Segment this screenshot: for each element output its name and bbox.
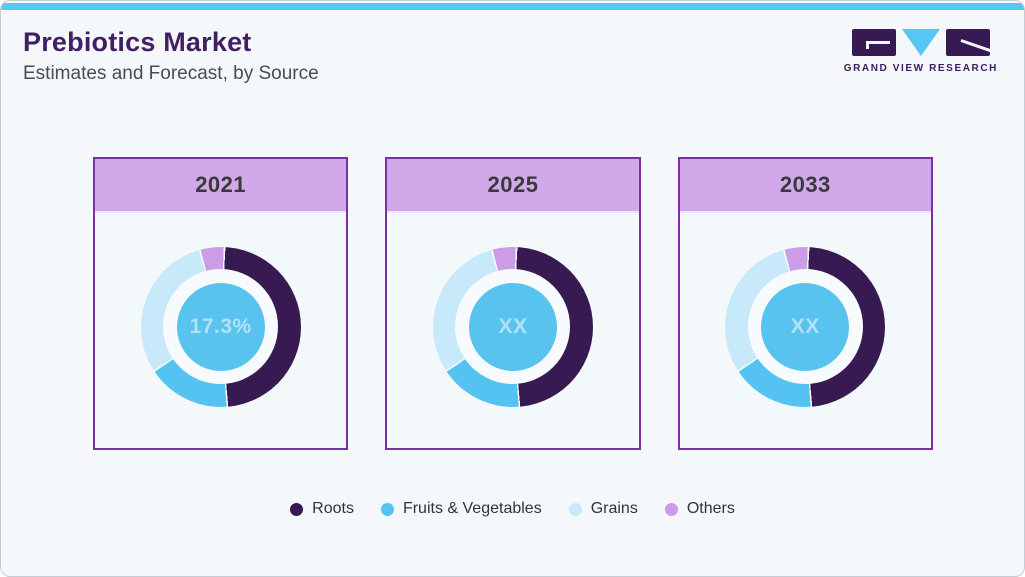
chart-area-2025: XX	[387, 213, 638, 448]
donut-hole: XX	[455, 269, 571, 384]
year-label-2033: 2033	[679, 159, 931, 213]
year-card-2033: 2033 XX	[677, 157, 933, 450]
donut-hole: XX	[747, 269, 863, 384]
page-header: Prebiotics Market Estimates and Forecast…	[1, 10, 1024, 85]
legend-dot-roots-icon	[290, 502, 304, 516]
legend-label-fruits-vegetables: Fruits & Vegetables	[402, 500, 542, 517]
donut-chart-2025: XX	[432, 246, 593, 407]
donut-hole: 17.3%	[163, 269, 279, 384]
legend-label-grains: Grains	[590, 500, 638, 517]
legend-dot-grains-icon	[568, 502, 582, 516]
donut-chart-2021: 17.3%	[140, 246, 301, 407]
legend-item-others: Others	[664, 500, 735, 518]
charts-row: 2021 17.3% 2025 XX 2033	[93, 157, 933, 450]
legend-dot-fruits-vegetables-icon	[380, 502, 394, 516]
year-card-2025: 2025 XX	[385, 157, 641, 450]
donut-center-value-2033: XX	[761, 282, 850, 371]
logo-wordmark: GRAND VIEW RESEARCH	[843, 63, 998, 74]
logo-r-block-icon	[945, 29, 990, 56]
legend-label-roots: Roots	[312, 500, 354, 517]
legend-item-fruits-vegetables: Fruits & Vegetables	[380, 500, 542, 518]
chart-area-2033: XX	[680, 213, 931, 448]
gvr-logo-mark	[851, 29, 990, 56]
legend: Roots Fruits & Vegetables Grains Others	[1, 500, 1024, 518]
year-label-2021: 2021	[95, 159, 347, 213]
legend-dot-others-icon	[664, 502, 678, 516]
donut-chart-2033: XX	[725, 246, 886, 407]
logo-v-triangle-icon	[901, 29, 940, 56]
top-accent-bar	[1, 3, 1024, 10]
donut-center-value-2021: 17.3%	[176, 282, 265, 371]
year-card-2021: 2021 17.3%	[93, 157, 349, 450]
legend-label-others: Others	[686, 500, 735, 517]
page-title: Prebiotics Market	[23, 27, 252, 57]
logo-g-block-icon	[851, 29, 896, 56]
year-label-2025: 2025	[387, 159, 639, 213]
legend-item-grains: Grains	[568, 500, 638, 518]
donut-center-value-2025: XX	[468, 282, 557, 371]
chart-area-2021: 17.3%	[95, 213, 346, 448]
page-subtitle: Estimates and Forecast, by Source	[23, 63, 319, 84]
legend-item-roots: Roots	[290, 500, 354, 518]
gvr-logo: GRAND VIEW RESEARCH	[844, 29, 998, 74]
title-block: Prebiotics Market Estimates and Forecast…	[23, 27, 319, 85]
